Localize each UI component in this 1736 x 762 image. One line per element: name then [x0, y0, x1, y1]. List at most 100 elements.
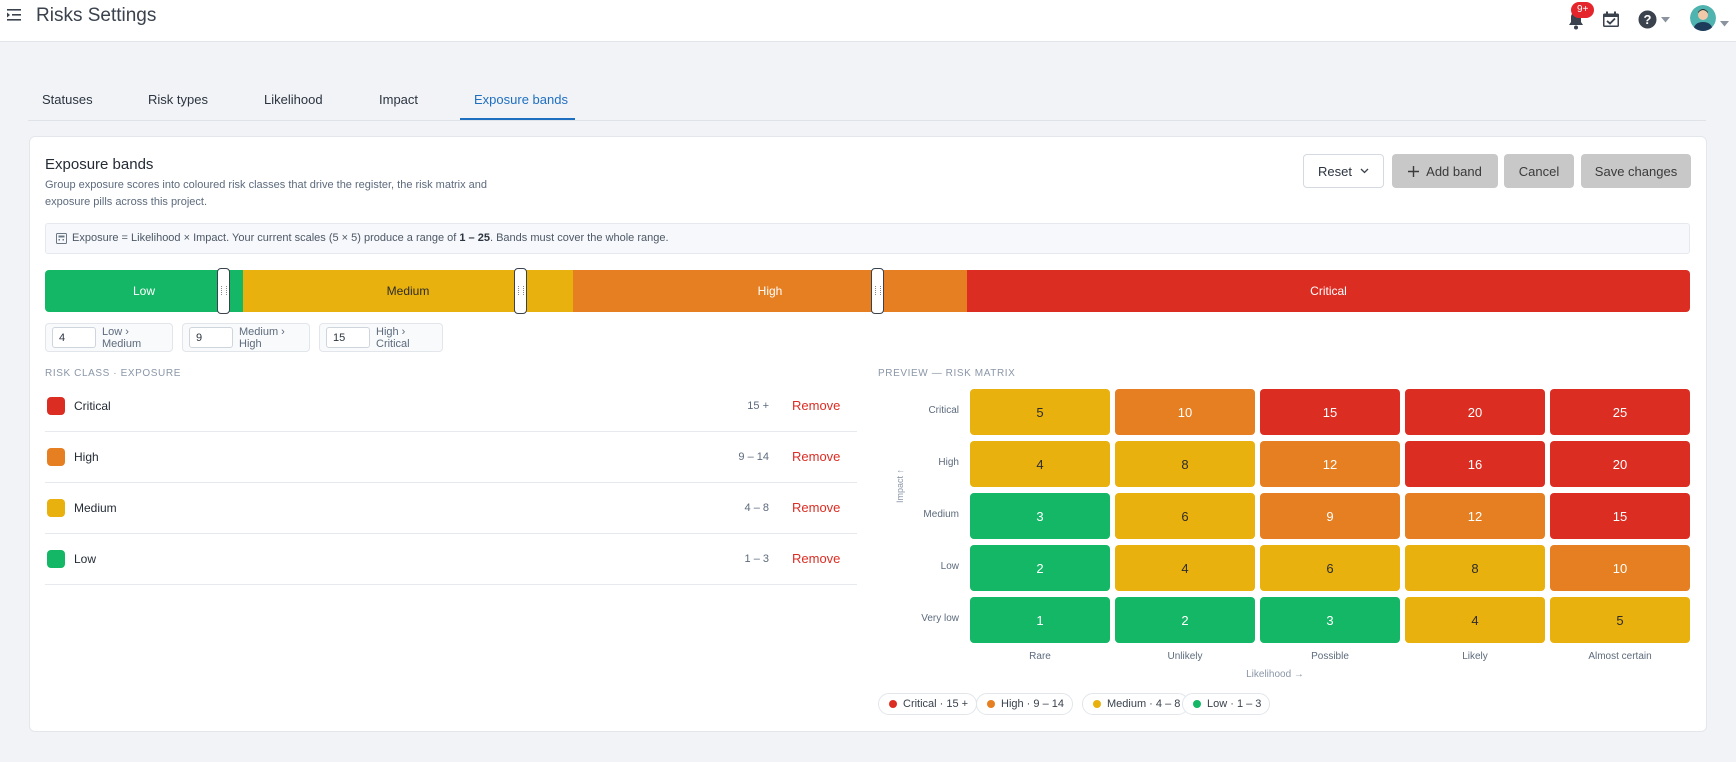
info-text-suffix: . Bands must cover the whole range.	[489, 232, 669, 244]
threshold-label: High › Critical	[376, 325, 410, 350]
matrix-col-label: Likely	[1462, 651, 1488, 662]
threshold-medium-high-input[interactable]	[189, 327, 233, 348]
tab-impact[interactable]: Impact	[379, 92, 419, 107]
matrix-cell: 8	[1115, 441, 1255, 487]
tab-exposure-bands[interactable]: Exposure bands	[474, 92, 568, 107]
matrix-cell: 20	[1550, 441, 1690, 487]
matrix-col-label: Possible	[1311, 651, 1349, 662]
threshold-low-medium: Low › Medium	[45, 323, 173, 352]
avatar[interactable]	[1690, 5, 1716, 31]
risk-class-name: High	[74, 450, 99, 464]
remove-band-button[interactable]: Remove	[792, 500, 841, 515]
add-band-button[interactable]: Add band	[1392, 154, 1498, 188]
plus-icon	[1408, 165, 1420, 177]
add-band-label: Add band	[1426, 163, 1482, 179]
band-segment-critical[interactable]: Critical	[967, 270, 1690, 312]
legend-pill-critical: Critical · 15 +	[878, 693, 978, 715]
risk-class-color-swatch[interactable]	[47, 499, 65, 517]
matrix-row-label: Very low	[921, 613, 959, 624]
menu-collapse-icon[interactable]	[6, 7, 22, 23]
matrix-cell: 6	[1260, 545, 1400, 591]
tab-risk-types[interactable]: Risk types	[148, 92, 208, 107]
legend-label: Low · 1 – 3	[1207, 698, 1262, 710]
matrix-section-label: PREVIEW — RISK MATRIX	[878, 368, 1016, 379]
notification-badge: 9+	[1571, 2, 1595, 18]
help-icon[interactable]: ?	[1638, 10, 1657, 29]
legend-dot	[889, 700, 897, 708]
legend-pill-high: High · 9 – 14	[976, 693, 1073, 715]
reset-button[interactable]: Reset	[1303, 154, 1384, 188]
legend-pill-low: Low · 1 – 3	[1182, 693, 1271, 715]
matrix-cell: 2	[970, 545, 1110, 591]
band-drag-handle-medium-high[interactable]	[514, 268, 527, 314]
risk-class-range: 4 – 8	[744, 502, 769, 514]
band-segment-low[interactable]: Low	[45, 270, 243, 312]
matrix-cell: 4	[970, 441, 1110, 487]
top-bar: Risks Settings 9+ ?	[0, 0, 1736, 42]
threshold-medium-high: Medium › High	[182, 323, 310, 352]
matrix-cell: 25	[1550, 389, 1690, 435]
reset-label: Reset	[1318, 163, 1352, 179]
matrix-row-label: Low	[940, 561, 959, 572]
exposure-bands-card: Exposure bands Group exposure scores int…	[29, 136, 1707, 732]
risk-class-row: Medium 4 – 8 Remove	[45, 483, 857, 534]
risk-class-range: 15 +	[747, 400, 769, 412]
risk-class-name: Critical	[74, 399, 111, 413]
risk-class-color-swatch[interactable]	[47, 397, 65, 415]
legend-dot	[1193, 700, 1201, 708]
matrix-col-label: Rare	[1029, 651, 1051, 662]
svg-text:?: ?	[1644, 12, 1652, 27]
settings-tabs: Statuses Risk types Likelihood Impact Ex…	[28, 86, 1706, 121]
threshold-label: Low › Medium	[102, 325, 142, 350]
calculator-icon	[56, 233, 67, 244]
risk-class-color-swatch[interactable]	[47, 448, 65, 466]
matrix-cell: 10	[1115, 389, 1255, 435]
chevron-down-icon[interactable]	[1661, 17, 1670, 23]
legend-pill-medium: Medium · 4 – 8	[1082, 693, 1190, 715]
chevron-down-icon	[1360, 168, 1369, 174]
matrix-cell: 5	[970, 389, 1110, 435]
cancel-button[interactable]: Cancel	[1504, 154, 1574, 188]
exposure-band-bar: Low Medium High Critical	[45, 268, 1690, 314]
risk-class-row: High 9 – 14 Remove	[45, 432, 857, 483]
matrix-cell: 12	[1405, 493, 1545, 539]
matrix-cell: 8	[1405, 545, 1545, 591]
calendar-check-icon[interactable]	[1602, 11, 1620, 28]
threshold-low-medium-input[interactable]	[52, 327, 96, 348]
risk-class-section-label: RISK CLASS · EXPOSURE	[45, 368, 181, 379]
active-tab-indicator	[460, 118, 575, 120]
matrix-cell: 10	[1550, 545, 1690, 591]
info-text: Exposure = Likelihood × Impact. Your cur…	[72, 232, 460, 244]
threshold-high-critical-input[interactable]	[326, 327, 370, 348]
band-segment-high[interactable]: High	[573, 270, 967, 312]
risk-class-color-swatch[interactable]	[47, 550, 65, 568]
matrix-cell: 15	[1550, 493, 1690, 539]
card-description: Group exposure scores into coloured risk…	[45, 179, 488, 208]
page-title: Risks Settings	[36, 5, 157, 26]
save-changes-button[interactable]: Save changes	[1581, 154, 1691, 188]
matrix-cell: 3	[970, 493, 1110, 539]
band-drag-handle-low-medium[interactable]	[217, 268, 230, 314]
remove-band-button[interactable]: Remove	[792, 551, 841, 566]
matrix-cell: 4	[1115, 545, 1255, 591]
risk-class-range: 1 – 3	[744, 553, 769, 565]
tab-statuses[interactable]: Statuses	[42, 92, 93, 107]
legend-dot	[987, 700, 995, 708]
matrix-cell: 3	[1260, 597, 1400, 643]
matrix-row-label: Critical	[928, 405, 959, 416]
matrix-cell: 20	[1405, 389, 1545, 435]
remove-band-button[interactable]: Remove	[792, 449, 841, 464]
legend-label: Critical · 15 +	[903, 698, 969, 710]
matrix-row-label: Medium	[923, 509, 959, 520]
legend-label: High · 9 – 14	[1001, 698, 1064, 710]
tab-likelihood[interactable]: Likelihood	[264, 92, 323, 107]
chevron-down-icon[interactable]	[1720, 21, 1729, 27]
risk-class-name: Low	[74, 552, 97, 566]
band-drag-handle-high-critical[interactable]	[871, 268, 884, 314]
legend-dot	[1093, 700, 1101, 708]
matrix-col-label: Almost certain	[1588, 651, 1652, 662]
remove-band-button[interactable]: Remove	[792, 398, 841, 413]
risk-class-name: Medium	[74, 501, 117, 515]
matrix-cell: 6	[1115, 493, 1255, 539]
matrix-cell: 2	[1115, 597, 1255, 643]
